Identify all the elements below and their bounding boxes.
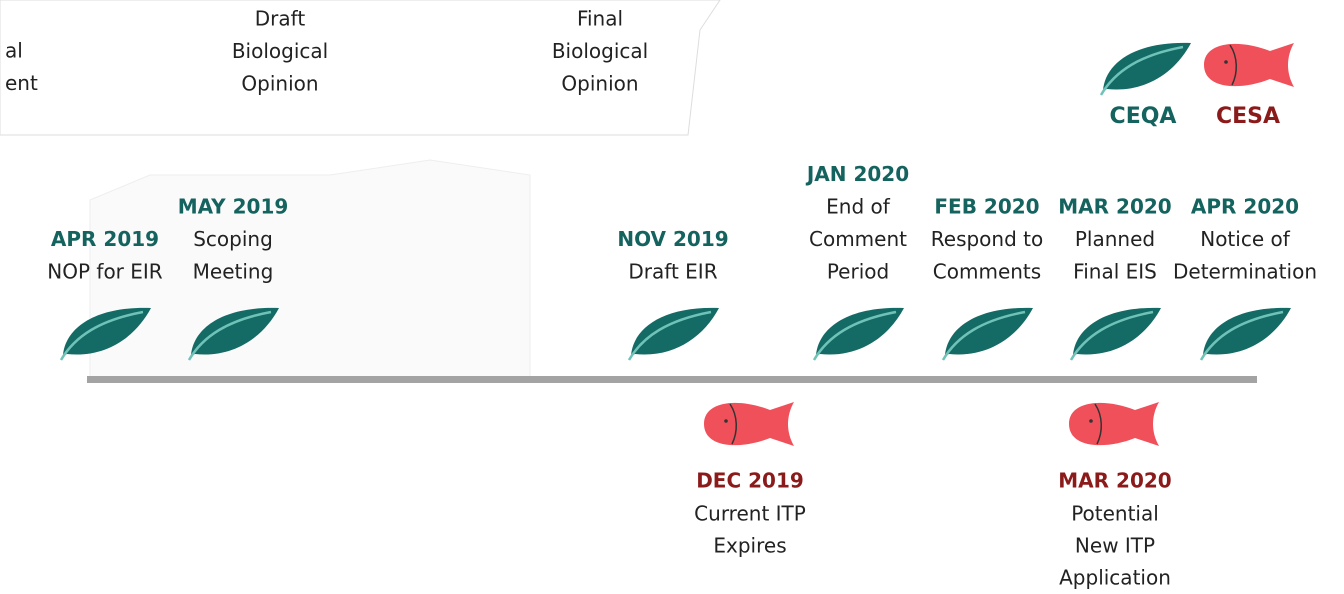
panel-text: al <box>5 39 23 63</box>
event-text: Planned <box>1075 227 1155 251</box>
event-date: FEB 2020 <box>934 195 1039 219</box>
leaf-icon <box>1199 306 1293 362</box>
event-date: NOV 2019 <box>617 227 728 251</box>
panel-text: Opinion <box>241 72 318 96</box>
event-date: MAY 2019 <box>178 195 289 219</box>
event-text: Respond to <box>931 227 1043 251</box>
event-text: Determination <box>1173 260 1317 284</box>
event-text: Final EIS <box>1073 260 1157 284</box>
event-text: Application <box>1059 566 1171 590</box>
legend-label: CESA <box>1216 104 1280 129</box>
event-date: APR 2019 <box>51 227 159 251</box>
top-panel <box>0 0 721 136</box>
event-text: Period <box>827 260 889 284</box>
leaf-icon <box>1069 306 1163 362</box>
panel-text: Draft <box>255 7 306 31</box>
event-text: Notice of <box>1200 227 1290 251</box>
legend-label: CEQA <box>1110 104 1177 129</box>
event-text: Meeting <box>193 260 274 284</box>
fish-icon <box>703 401 795 447</box>
event-text: Current ITP <box>694 502 806 526</box>
legend-leaf <box>1099 41 1193 97</box>
event-date: JAN 2020 <box>805 162 909 186</box>
event-text: New ITP <box>1075 534 1155 558</box>
event-text: Draft EIR <box>628 260 717 284</box>
event-date: DEC 2019 <box>696 469 804 493</box>
panel-text: Opinion <box>561 72 638 96</box>
event-text: Comment <box>809 227 907 251</box>
panel-text: Final <box>577 7 623 31</box>
fish-icon <box>1068 401 1160 447</box>
panel-text: ent <box>5 71 38 95</box>
leaf-icon <box>627 306 721 362</box>
event-text: NOP for EIR <box>47 260 163 284</box>
event-date: MAR 2020 <box>1058 195 1171 219</box>
event-text: Expires <box>713 534 786 558</box>
event-text: Scoping <box>193 227 273 251</box>
panel-text: Biological <box>232 39 328 63</box>
leaf-icon <box>812 306 906 362</box>
panel-text: Biological <box>552 39 648 63</box>
event-text: Comments <box>933 260 1041 284</box>
leaf-icon <box>941 306 1035 362</box>
event-text: End of <box>826 195 891 219</box>
legend-fish <box>1203 42 1295 88</box>
timeline-axis <box>87 376 1257 383</box>
event-date: APR 2020 <box>1191 195 1299 219</box>
event-date: MAR 2020 <box>1058 469 1171 493</box>
event-text: Potential <box>1071 502 1159 526</box>
